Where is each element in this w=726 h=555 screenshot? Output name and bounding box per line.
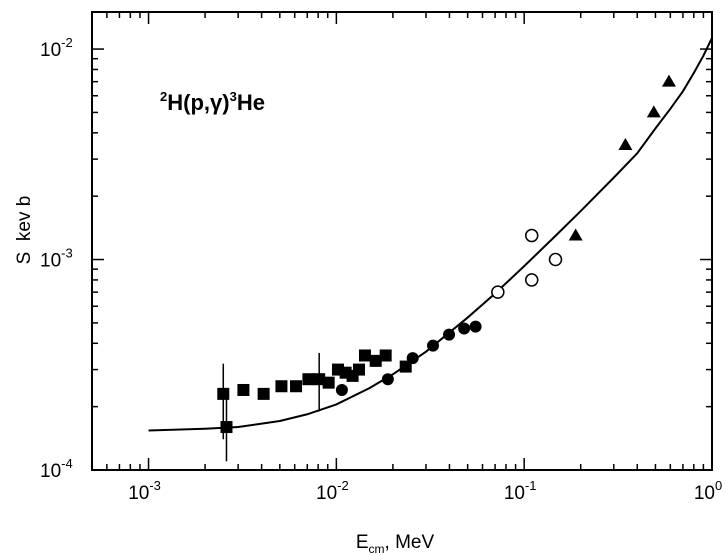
x-tick-label: 10-1	[504, 478, 537, 504]
plot-area	[91, 11, 713, 471]
point-square	[322, 376, 335, 389]
point-square	[358, 349, 371, 362]
point-open-circle	[524, 273, 539, 287]
point-circle	[469, 320, 482, 333]
fit-curve	[148, 37, 713, 432]
point-triangle	[568, 228, 583, 241]
x-tick-labels: 10-3 10-2 10-1 100	[128, 478, 722, 504]
point-circle	[335, 383, 348, 396]
point-circle	[406, 352, 419, 365]
reaction-sup1: 2	[160, 89, 167, 104]
point-square	[313, 373, 326, 386]
reaction-sup2: 3	[230, 89, 237, 104]
point-circle	[443, 328, 456, 341]
point-square	[237, 383, 250, 396]
point-circle	[458, 322, 471, 335]
point-square	[353, 363, 366, 376]
plot-frame	[91, 11, 713, 471]
reaction-close: )	[222, 90, 229, 115]
x-axis-label-sub: cm	[369, 542, 385, 555]
x-tick-label: 100	[694, 478, 722, 504]
x-axis-label-main: E	[356, 532, 369, 553]
point-triangle	[646, 105, 661, 118]
reaction-tail: He	[237, 90, 265, 115]
point-open-circle	[491, 285, 505, 299]
point-square	[220, 421, 233, 434]
point-circle	[427, 339, 440, 352]
y-tick-labels: 10-4 10-3 10-2	[40, 35, 73, 482]
point-triangle	[618, 138, 633, 151]
point-square	[290, 380, 303, 393]
reaction-greek: γ	[210, 90, 223, 115]
x-axis-label: Ecm, MeV	[356, 532, 435, 555]
data-markers	[217, 74, 676, 434]
minor-ticks	[92, 12, 712, 470]
x-axis-label-rest: , MeV	[385, 532, 435, 553]
point-triangle	[661, 74, 676, 87]
point-square	[302, 373, 315, 386]
point-square	[257, 387, 270, 400]
point-circle	[381, 373, 394, 386]
y-tick-label: 10-3	[40, 246, 73, 272]
point-square	[275, 380, 288, 393]
x-tick-label: 10-3	[128, 478, 161, 504]
y-axis-label: S kev b	[14, 196, 35, 265]
y-tick-label: 10-4	[40, 456, 73, 482]
x-tick-label: 10-2	[316, 478, 349, 504]
reaction-annotation: 2H(p,γ)3He	[160, 89, 265, 115]
point-square	[369, 354, 382, 367]
error-bars	[222, 352, 320, 462]
point-open-circle	[524, 228, 539, 243]
reaction-mid: H(p,	[167, 90, 210, 115]
point-square	[217, 387, 230, 400]
major-ticks	[92, 12, 713, 471]
point-square	[399, 360, 412, 373]
point-square	[379, 349, 392, 362]
y-tick-label: 10-2	[40, 35, 73, 61]
point-open-circle	[548, 252, 563, 267]
